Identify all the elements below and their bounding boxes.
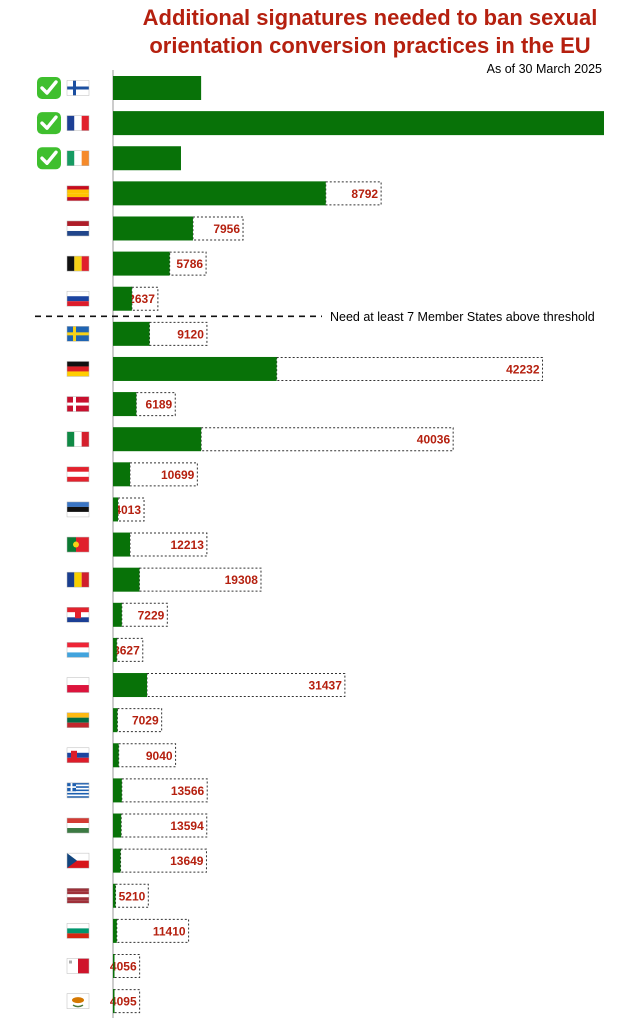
needed-bar <box>146 673 346 698</box>
value-label: 42232 <box>506 362 540 376</box>
value-label: 8792 <box>351 187 378 201</box>
netherlands-flag-icon <box>66 220 90 237</box>
italy-flag-icon <box>66 431 90 447</box>
cyprus-flag-icon <box>66 993 90 1009</box>
collected-bar <box>113 708 118 733</box>
value-label: 7956 <box>213 222 240 236</box>
croatia-flag-icon <box>66 607 90 623</box>
malta-flag-icon <box>66 958 90 974</box>
collected-bar <box>113 111 604 136</box>
collected-bar <box>113 356 277 381</box>
value-label: 7229 <box>138 608 165 622</box>
bulgaria-flag-icon <box>66 923 90 939</box>
needed-bar <box>192 216 244 241</box>
value-label: 4056 <box>110 960 137 974</box>
value-label: 10699 <box>161 468 195 482</box>
needed-bar <box>276 356 544 381</box>
sweden-flag-icon <box>66 326 90 342</box>
value-label: 9120 <box>177 327 204 341</box>
greece-flag-icon <box>66 782 90 799</box>
value-label: 4095 <box>110 995 137 1009</box>
ireland-flag-icon <box>66 150 90 166</box>
value-label: 6189 <box>146 398 173 412</box>
needed-bar <box>131 286 159 311</box>
needed-bar <box>169 251 207 276</box>
check-icon <box>37 77 61 99</box>
needed-bar <box>120 848 207 873</box>
collected-bar <box>113 321 150 346</box>
collected-bar <box>113 673 147 698</box>
luxembourg-flag-icon <box>66 642 90 658</box>
collected-bar <box>113 251 170 276</box>
needed-bar <box>116 918 190 943</box>
collected-bar <box>113 181 326 206</box>
value-label: 5210 <box>119 889 146 903</box>
value-label: 11410 <box>153 924 186 938</box>
denmark-flag-icon <box>66 396 90 412</box>
value-label: 40036 <box>417 433 451 447</box>
chart-subtitle: As of 30 March 2025 <box>486 62 602 76</box>
belgium-flag-icon <box>66 255 90 272</box>
collected-bar <box>113 813 122 838</box>
collected-bar <box>113 602 122 627</box>
value-label: 13566 <box>171 784 205 798</box>
needed-bar <box>116 708 163 733</box>
needed-bar <box>113 989 141 1014</box>
collected-bar <box>113 883 116 908</box>
latvia-flag-icon <box>66 888 90 904</box>
lithuania-flag-icon <box>66 712 90 728</box>
spain-flag-icon <box>66 185 90 202</box>
needed-bar <box>116 637 144 662</box>
hungary-flag-icon <box>66 817 90 834</box>
value-label: 12213 <box>171 538 205 552</box>
needed-bar <box>117 497 145 522</box>
check-icon <box>37 147 61 170</box>
threshold-label: Need at least 7 Member States above thre… <box>330 310 595 324</box>
collected-bar <box>113 637 117 662</box>
value-label: 19308 <box>225 573 259 587</box>
chart-title: Additional signatures needed to ban sexu… <box>142 5 598 58</box>
collected-bar <box>113 848 121 873</box>
collected-bar <box>113 286 132 311</box>
collected-bar <box>113 146 181 171</box>
value-label: 7029 <box>132 714 159 728</box>
collected-bar <box>113 216 193 241</box>
collected-bar <box>113 427 202 452</box>
collected-bar <box>113 918 117 943</box>
czechia-flag-icon <box>66 852 90 869</box>
collected-bar <box>113 567 140 592</box>
collected-bar <box>113 392 137 417</box>
collected-bar <box>113 778 122 803</box>
value-label: 31437 <box>309 679 343 693</box>
collected-bar <box>113 954 115 978</box>
value-label: 13649 <box>170 854 204 868</box>
value-label: 5786 <box>176 257 203 271</box>
collected-bar <box>113 989 115 1014</box>
value-label: 3627 <box>113 643 140 657</box>
needed-bar <box>113 954 141 978</box>
france-flag-icon <box>66 115 90 131</box>
poland-flag-icon <box>66 677 90 693</box>
romania-flag-icon <box>66 571 90 588</box>
collected-bar <box>113 532 130 557</box>
collected-bar <box>113 743 119 768</box>
finland-flag-icon <box>66 80 90 96</box>
estonia-flag-icon <box>66 501 90 518</box>
needed-bar <box>200 427 454 452</box>
value-label: 2637 <box>128 292 155 306</box>
slovakia-flag-icon <box>66 747 90 764</box>
slovenia-flag-icon <box>66 290 90 307</box>
check-icon <box>37 112 61 135</box>
austria-flag-icon <box>66 466 90 483</box>
collected-bar <box>113 76 202 100</box>
collected-bar <box>113 462 130 487</box>
value-label: 9040 <box>146 749 173 763</box>
collected-bar <box>113 497 119 522</box>
germany-flag-icon <box>66 361 90 377</box>
value-label: 4013 <box>114 503 141 517</box>
portugal-flag-icon <box>66 536 90 553</box>
value-label: 13594 <box>170 819 204 833</box>
